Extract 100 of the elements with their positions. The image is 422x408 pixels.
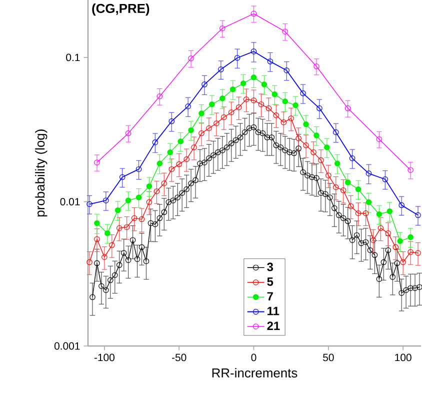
point xyxy=(250,10,257,17)
point xyxy=(348,203,354,210)
point xyxy=(136,194,142,200)
point xyxy=(250,74,257,80)
point xyxy=(136,166,142,172)
point xyxy=(280,119,287,126)
point xyxy=(344,180,351,186)
point xyxy=(300,90,306,96)
point xyxy=(386,208,393,214)
chart-title: (CG,PRE) xyxy=(92,4,150,16)
point xyxy=(221,114,227,120)
point xyxy=(332,129,339,136)
point xyxy=(119,174,126,180)
point xyxy=(314,132,320,138)
point xyxy=(250,97,257,104)
point xyxy=(176,161,182,168)
x-tick-label: -50 xyxy=(172,354,186,362)
point xyxy=(250,48,257,54)
point xyxy=(310,149,316,156)
point xyxy=(362,210,369,216)
legend-label: 3 xyxy=(267,262,274,272)
point xyxy=(138,216,145,222)
point xyxy=(168,118,175,124)
point xyxy=(198,130,204,136)
point xyxy=(258,101,264,108)
point xyxy=(398,202,404,208)
point xyxy=(267,58,274,64)
point xyxy=(334,160,340,166)
point xyxy=(303,142,309,148)
point xyxy=(191,144,197,150)
point xyxy=(234,54,240,61)
legend-label: 7 xyxy=(267,292,273,300)
point xyxy=(94,220,100,226)
point xyxy=(366,199,372,206)
point xyxy=(198,110,204,116)
point xyxy=(103,198,109,204)
point xyxy=(94,236,100,242)
point xyxy=(324,144,330,150)
point xyxy=(316,105,322,112)
point xyxy=(214,120,220,126)
point xyxy=(318,157,324,164)
point xyxy=(156,160,163,166)
x-tick-label: -100 xyxy=(94,354,114,362)
point xyxy=(161,180,168,186)
point xyxy=(292,102,298,108)
point xyxy=(273,112,280,118)
point xyxy=(114,207,121,214)
point xyxy=(188,127,194,134)
point xyxy=(355,210,362,216)
point xyxy=(104,230,110,236)
point xyxy=(218,66,224,72)
legend-label: 11 xyxy=(268,306,280,316)
y-tick-label: 0.01 xyxy=(60,198,80,206)
point xyxy=(116,225,122,232)
x-tick-label: 100 xyxy=(395,354,412,362)
point xyxy=(109,242,115,248)
point xyxy=(102,254,108,260)
point xyxy=(156,93,163,100)
point xyxy=(206,125,212,132)
point xyxy=(185,103,191,110)
point xyxy=(349,155,356,162)
point xyxy=(146,199,152,206)
point xyxy=(243,96,250,102)
point xyxy=(303,121,309,128)
point xyxy=(340,187,346,194)
point xyxy=(154,188,160,194)
y-tick-label: 0.1 xyxy=(66,54,80,62)
point xyxy=(282,28,288,34)
x-tick-label: 0 xyxy=(251,354,256,362)
point xyxy=(344,105,351,112)
point xyxy=(168,166,175,172)
point xyxy=(131,215,138,222)
point xyxy=(397,238,403,244)
point xyxy=(228,109,234,116)
point xyxy=(288,115,294,122)
point xyxy=(178,138,184,144)
point xyxy=(314,63,320,70)
point xyxy=(125,130,132,136)
point xyxy=(284,68,290,74)
point xyxy=(240,80,246,86)
point xyxy=(202,82,208,88)
point xyxy=(376,136,382,142)
point xyxy=(188,56,194,62)
point xyxy=(261,82,268,88)
point xyxy=(272,91,278,98)
point xyxy=(167,149,174,156)
point xyxy=(220,96,226,102)
point xyxy=(366,170,372,176)
point xyxy=(220,25,226,32)
point xyxy=(332,184,339,190)
point xyxy=(355,186,362,192)
point xyxy=(230,86,236,92)
legend-label: 5 xyxy=(267,278,274,286)
x-tick-label: 50 xyxy=(323,354,334,362)
point xyxy=(184,156,190,162)
point xyxy=(125,198,132,204)
point xyxy=(282,98,288,104)
y-tick-label: 0.001 xyxy=(54,342,80,350)
point xyxy=(266,105,272,112)
point xyxy=(382,176,388,182)
